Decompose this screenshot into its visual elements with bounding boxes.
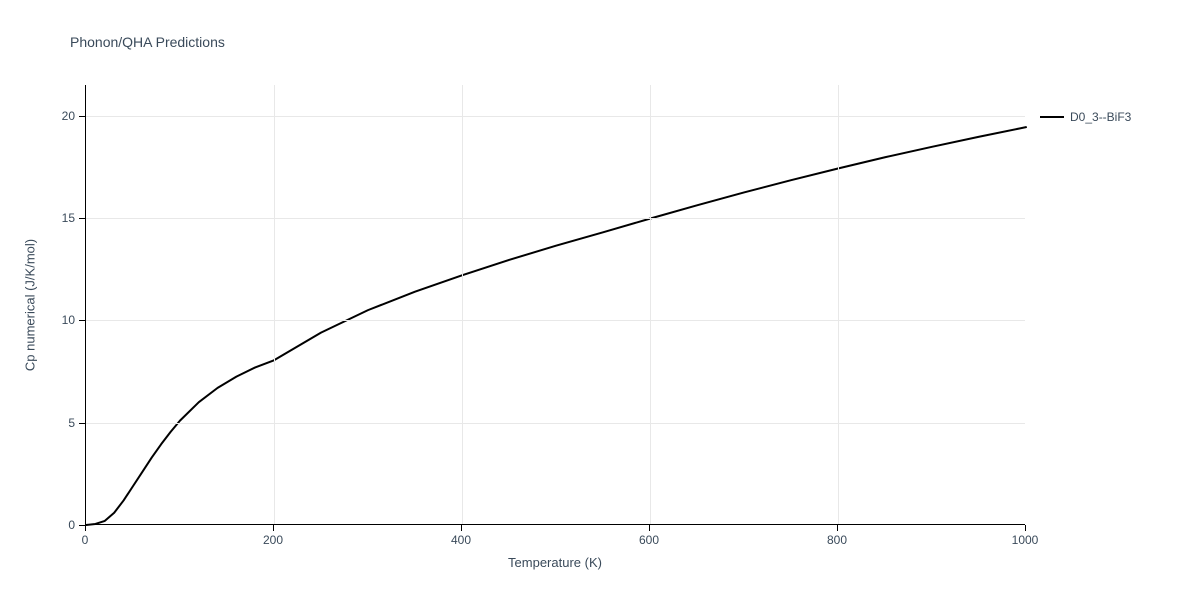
gridline-horizontal xyxy=(86,218,1025,219)
x-tick xyxy=(837,525,838,531)
y-tick xyxy=(79,525,85,526)
chart-title: Phonon/QHA Predictions xyxy=(70,34,225,50)
y-tick xyxy=(79,116,85,117)
y-tick xyxy=(79,423,85,424)
chart-container: Phonon/QHA Predictions Temperature (K) C… xyxy=(0,0,1200,600)
series-line xyxy=(86,127,1026,525)
y-tick-label: 0 xyxy=(55,518,75,532)
y-tick-label: 10 xyxy=(55,313,75,327)
x-tick-label: 200 xyxy=(263,533,283,547)
x-tick-label: 0 xyxy=(82,533,89,547)
x-tick xyxy=(649,525,650,531)
y-tick xyxy=(79,218,85,219)
y-tick xyxy=(79,320,85,321)
x-tick xyxy=(461,525,462,531)
gridline-vertical xyxy=(650,85,651,524)
gridline-vertical xyxy=(462,85,463,524)
y-tick-label: 20 xyxy=(55,109,75,123)
x-tick xyxy=(85,525,86,531)
x-tick-label: 800 xyxy=(827,533,847,547)
y-tick-label: 5 xyxy=(55,416,75,430)
legend: D0_3--BiF3 xyxy=(1040,110,1131,124)
x-axis-label: Temperature (K) xyxy=(508,555,602,570)
line-series xyxy=(86,85,1026,525)
gridline-horizontal xyxy=(86,116,1025,117)
x-tick xyxy=(273,525,274,531)
gridline-horizontal xyxy=(86,320,1025,321)
x-tick-label: 1000 xyxy=(1012,533,1039,547)
x-tick-label: 400 xyxy=(451,533,471,547)
legend-label: D0_3--BiF3 xyxy=(1070,110,1131,124)
y-axis-label: Cp numerical (J/K/mol) xyxy=(23,239,38,371)
x-tick xyxy=(1025,525,1026,531)
legend-swatch xyxy=(1040,116,1064,118)
plot-area xyxy=(85,85,1025,525)
y-tick-label: 15 xyxy=(55,211,75,225)
gridline-vertical xyxy=(274,85,275,524)
gridline-vertical xyxy=(838,85,839,524)
gridline-horizontal xyxy=(86,423,1025,424)
x-tick-label: 600 xyxy=(639,533,659,547)
